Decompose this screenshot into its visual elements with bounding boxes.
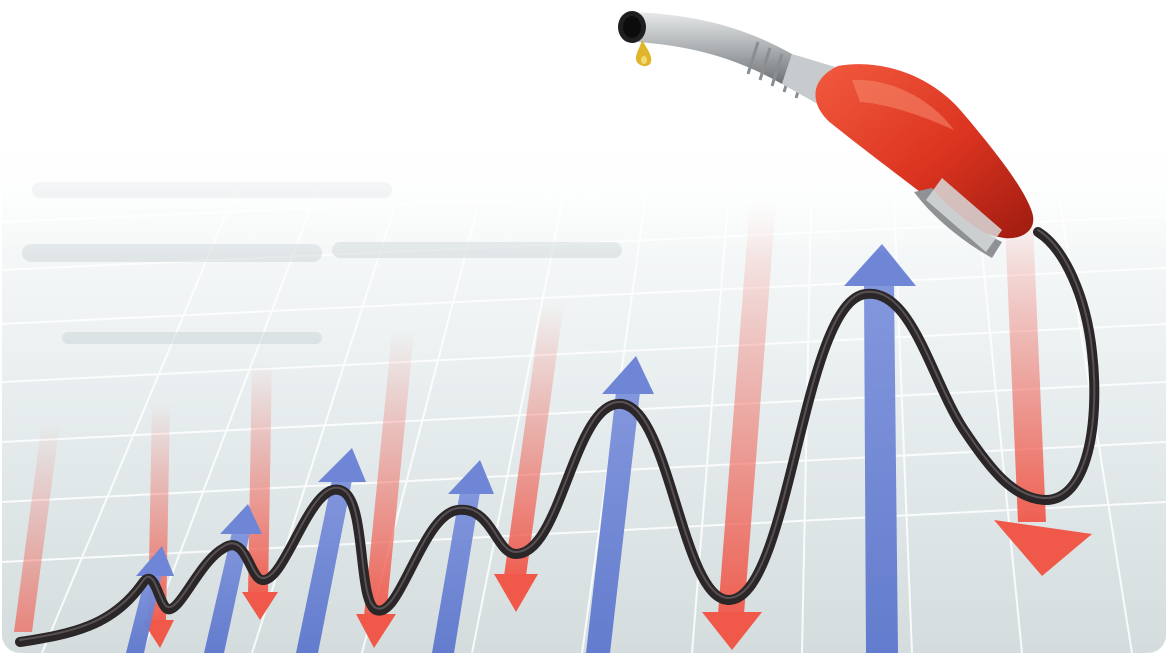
- up-arrow-icon: [296, 448, 366, 653]
- fuel-drop-icon: [635, 40, 652, 67]
- down-arrow-icon: [14, 422, 60, 632]
- up-arrow-icon: [204, 504, 262, 653]
- fuel-hose-highlight: [19, 229, 1096, 641]
- up-arrow-icon: [432, 460, 494, 653]
- fuel-hose: [15, 227, 1100, 647]
- fuel-nozzle-icon: [618, 11, 1034, 258]
- up-arrow-icon: [126, 546, 174, 653]
